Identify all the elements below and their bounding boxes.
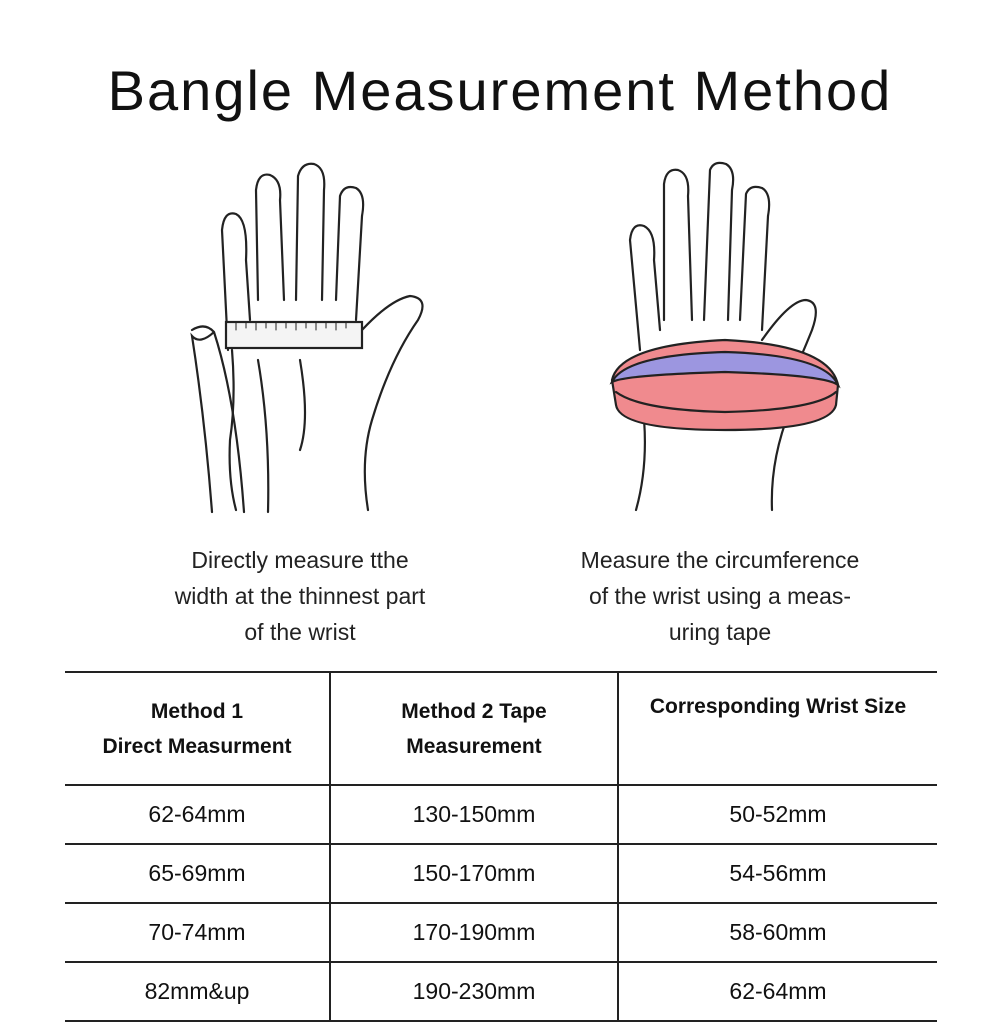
table-row: 65-69mm 150-170mm 54-56mm (65, 843, 937, 904)
page-title: Bangle Measurement Method (107, 59, 893, 122)
cell: 150-170mm (329, 843, 618, 904)
header-method2: Method 2 Tape Measurement (329, 671, 618, 786)
cell: 62-64mm (65, 784, 330, 845)
table-row: 62-64mm 130-150mm 50-52mm (65, 784, 937, 845)
cell: 190-230mm (329, 961, 618, 1022)
hand-tape-illustration (609, 161, 841, 512)
cell: 82mm&up (65, 961, 330, 1022)
header-wrist-size: Corresponding Wrist Size (617, 671, 937, 786)
cell: 62-64mm (617, 961, 937, 1022)
cell: 130-150mm (329, 784, 618, 845)
method1-caption: Directly measure tthe width at the thinn… (174, 547, 426, 645)
size-table: Method 1 Direct Measurment Method 2 Tape… (65, 671, 937, 1022)
table-row: 70-74mm 170-190mm 58-60mm (65, 902, 937, 963)
cell: 65-69mm (65, 843, 330, 904)
cell: 54-56mm (617, 843, 937, 904)
method2-caption: Measure the circumference of the wrist u… (580, 547, 860, 645)
ruler (224, 320, 364, 350)
table-row: 82mm&up 190-230mm 62-64mm (65, 961, 937, 1022)
table-header-row: Method 1 Direct Measurment Method 2 Tape… (65, 671, 937, 786)
cell: 50-52mm (617, 784, 937, 845)
hand-ruler-illustration (190, 162, 424, 514)
cell: 70-74mm (65, 902, 330, 963)
cell: 170-190mm (329, 902, 618, 963)
header-method1: Method 1 Direct Measurment (65, 671, 330, 786)
hand-illustrations (190, 161, 841, 514)
cell: 58-60mm (617, 902, 937, 963)
